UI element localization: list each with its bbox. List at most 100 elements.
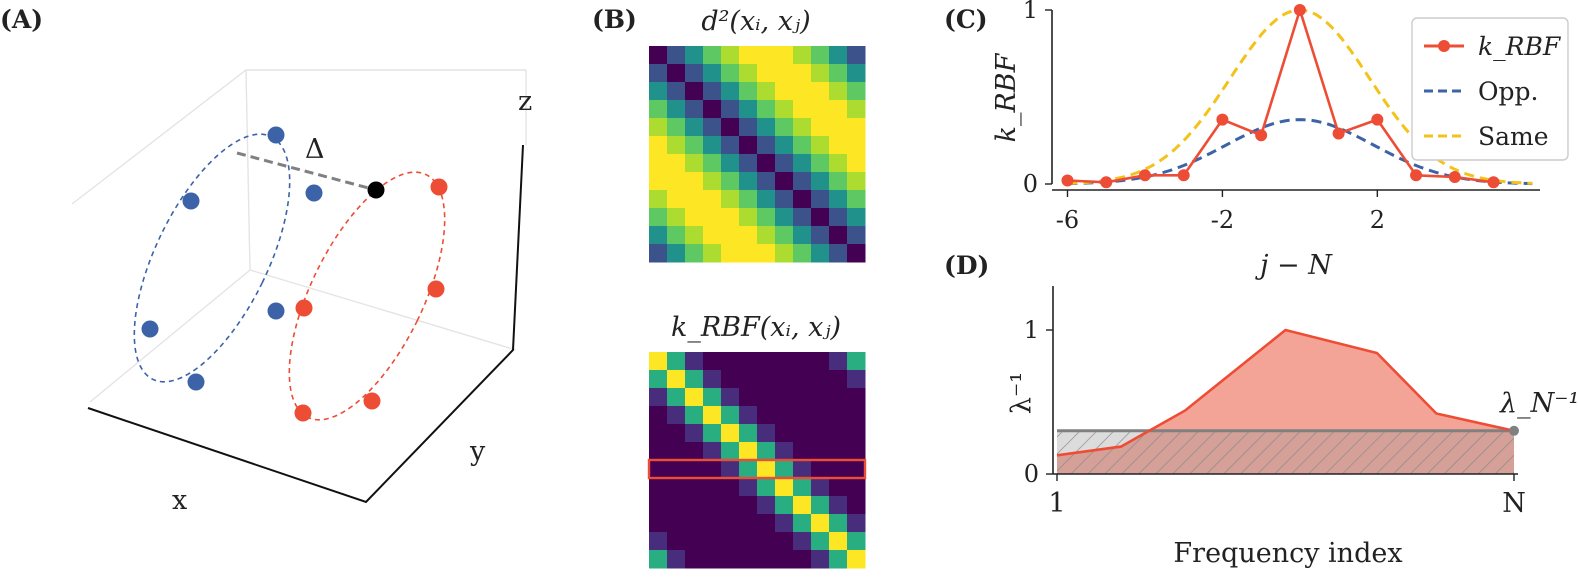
heatmap-cell xyxy=(667,46,686,65)
heatmap-cell xyxy=(703,388,722,407)
heatmap-cell xyxy=(685,208,704,227)
heatmap-cell xyxy=(703,514,722,533)
heatmap-cell xyxy=(811,154,830,173)
blue-points xyxy=(141,126,323,391)
heatmap-cell xyxy=(667,190,686,209)
heatmap-cell xyxy=(811,406,830,425)
heatmap-cell xyxy=(703,100,722,119)
heatmap-cell xyxy=(739,550,758,569)
chart-c-ylabel: k_RBF xyxy=(991,52,1022,142)
heatmap-cell xyxy=(811,370,830,389)
panel-c-kernel-profile: 0 1 -6 -2 2 k_RBF j − N k_RBF Opp. Same xyxy=(991,0,1569,281)
heatmap-cell xyxy=(685,64,704,83)
heatmap-cell xyxy=(847,550,866,569)
heatmap-cell xyxy=(775,550,794,569)
heatmap-cell xyxy=(685,442,704,461)
heatmap-cell xyxy=(685,352,704,371)
heatmap-cell xyxy=(721,118,740,137)
heatmap-cell xyxy=(793,460,812,479)
heatmap-cell xyxy=(739,118,758,137)
chart-c-ytick-label: 1 xyxy=(1023,0,1038,24)
heatmap-cell xyxy=(649,46,668,65)
heatmap-cell xyxy=(739,46,758,65)
heatmap-cell xyxy=(757,460,776,479)
heatmap-cell xyxy=(793,388,812,407)
heatmap-cell xyxy=(739,514,758,533)
heatmap-cell xyxy=(757,100,776,119)
heatmap-cell xyxy=(703,532,722,551)
heatmap-cell xyxy=(829,226,848,245)
heatmap-cell xyxy=(793,82,812,101)
heatmap-cell xyxy=(685,46,704,65)
heatmap-cell xyxy=(847,514,866,533)
heatmap-cell xyxy=(685,550,704,569)
heatmap-cell xyxy=(703,424,722,443)
heatmap-cell xyxy=(739,352,758,371)
heatmap-cell xyxy=(793,514,812,533)
heatmap-cell xyxy=(757,352,776,371)
heatmap-cell xyxy=(847,460,866,479)
heatmap-cell xyxy=(775,370,794,389)
panel-b-heatmaps: d²(xᵢ, xⱼ) k_RBF(xᵢ, xⱼ) xyxy=(647,6,867,569)
heatmap-cell xyxy=(703,370,722,389)
chart-d-ylabel: λ⁻¹ xyxy=(1006,372,1037,414)
heatmap-cell xyxy=(721,370,740,389)
heatmap-cell xyxy=(757,226,776,245)
heatmap-cell xyxy=(703,154,722,173)
legend-label-krbf: k_RBF xyxy=(1478,32,1562,61)
heatmap-cell xyxy=(721,460,740,479)
heatmap-cell xyxy=(829,208,848,227)
delta-label: Δ xyxy=(305,134,325,165)
heatmap-cell xyxy=(829,190,848,209)
heatmap-cell xyxy=(775,442,794,461)
heatmap-cell xyxy=(703,118,722,137)
heatmap-cell xyxy=(847,532,866,551)
heatmap-cell xyxy=(811,496,830,515)
heatmap-cell xyxy=(775,244,794,263)
chart-c-point xyxy=(1216,113,1229,126)
chart-c-point xyxy=(1138,169,1151,182)
heatmap-cell xyxy=(829,118,848,137)
heatmap-cell xyxy=(775,172,794,191)
heatmap-cell xyxy=(721,82,740,101)
heatmap-cell xyxy=(829,388,848,407)
heatmap-cell xyxy=(829,460,848,479)
heatmap-cell xyxy=(793,208,812,227)
heatmap-cell xyxy=(685,370,704,389)
heatmap-cell xyxy=(685,82,704,101)
chart-d-plot: 011 N xyxy=(1024,286,1526,519)
blue-point xyxy=(267,302,285,320)
heatmap-cell xyxy=(721,136,740,155)
heatmap-cell xyxy=(847,370,866,389)
heatmap-cell xyxy=(667,208,686,227)
heatmap-cell xyxy=(721,64,740,83)
heatmap-cell xyxy=(829,496,848,515)
heatmap-cell xyxy=(793,352,812,371)
chart-d-ytick-label: 1 xyxy=(1024,316,1039,344)
heatmap-cell xyxy=(649,154,668,173)
heatmap-cell xyxy=(829,514,848,533)
heatmap-cell xyxy=(757,190,776,209)
heatmap-cell xyxy=(829,46,848,65)
heatmap-cell xyxy=(703,406,722,425)
heatmap-cell xyxy=(703,190,722,209)
heatmap-cell xyxy=(667,244,686,263)
heatmap-cell xyxy=(775,190,794,209)
heatmap-cell xyxy=(775,154,794,173)
heatmap-cell xyxy=(667,352,686,371)
heatmap-cell xyxy=(775,460,794,479)
heatmap-cell xyxy=(757,244,776,263)
heatmap-cell xyxy=(775,352,794,371)
heatmap-cell xyxy=(667,406,686,425)
heatmap-cell xyxy=(829,370,848,389)
heatmap-cell xyxy=(811,136,830,155)
heatmap-cell xyxy=(829,406,848,425)
heatmap-cell xyxy=(667,370,686,389)
heatmap-cell xyxy=(649,496,668,515)
heatmap-cell xyxy=(829,100,848,119)
heatmap-cell xyxy=(775,46,794,65)
heatmap-cell xyxy=(739,208,758,227)
heatmap-cell xyxy=(703,460,722,479)
heatmap-cell xyxy=(685,388,704,407)
